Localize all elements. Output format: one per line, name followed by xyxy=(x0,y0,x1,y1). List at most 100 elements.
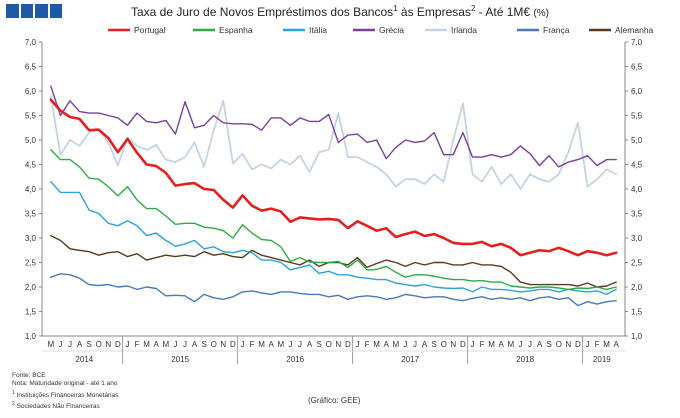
year-label: 2018 xyxy=(516,355,534,364)
x-tick-label: O xyxy=(96,340,102,349)
x-tick-label: O xyxy=(441,340,447,349)
title-main: Taxa de Juro de Novos Empréstimos dos Ba… xyxy=(131,5,394,19)
x-tick-label: S xyxy=(86,340,91,349)
gee-logo xyxy=(6,4,62,18)
x-tick-label: J xyxy=(183,340,187,349)
y-tick-label-right: 4,5 xyxy=(631,161,643,170)
title-footnote-2: 2 xyxy=(470,4,476,13)
logo-block xyxy=(20,4,33,18)
x-tick-label: J xyxy=(403,340,407,349)
y-tick-label-right: 3,0 xyxy=(631,234,643,243)
series-line-frança xyxy=(50,273,617,307)
series-line-espanha xyxy=(50,149,617,291)
y-tick-label-right: 5,5 xyxy=(631,112,643,121)
x-tick-label: M xyxy=(277,340,284,349)
footnotes: Fonte: BCE Nota: Maturidade original - a… xyxy=(12,372,118,412)
x-tick-label: J xyxy=(528,340,532,349)
y-tick-label-right: 1,5 xyxy=(631,308,643,317)
x-tick-label: M xyxy=(603,340,610,349)
x-tick-label: A xyxy=(499,340,505,349)
footnote-2-mark: 2 xyxy=(12,401,15,408)
footnote-source: Fonte: BCE xyxy=(12,372,46,379)
y-tick-label-left: 1,5 xyxy=(25,308,37,317)
chart-source: (Gráfico: GEE) xyxy=(308,396,361,405)
x-tick-label: A xyxy=(384,340,390,349)
x-tick-label: M xyxy=(488,340,495,349)
x-tick-label: N xyxy=(565,340,571,349)
series-line-irlanda xyxy=(49,95,618,190)
x-tick-label: A xyxy=(307,340,313,349)
series-line-grécia xyxy=(50,85,617,168)
x-tick-label: O xyxy=(556,340,562,349)
x-tick-label: D xyxy=(345,340,351,349)
y-tick-label-right: 3,5 xyxy=(631,210,643,219)
x-tick-label: M xyxy=(47,340,54,349)
y-tick-label-left: 6,5 xyxy=(25,63,37,72)
y-tick-label-left: 3,5 xyxy=(25,210,37,219)
y-tick-label-left: 3,0 xyxy=(25,234,37,243)
x-tick-label: F xyxy=(250,340,255,349)
footnote-1-text: Instituições Financeiras Monetárias xyxy=(16,391,119,399)
x-tick-label: A xyxy=(269,340,275,349)
x-tick-label: F xyxy=(480,340,485,349)
x-tick-label: A xyxy=(154,340,160,349)
legend-label: Alemanha xyxy=(615,25,654,35)
legend-label: França xyxy=(543,25,570,35)
logo-block xyxy=(6,4,19,18)
legend-label: Itália xyxy=(309,25,327,35)
y-tick-label-left: 2,5 xyxy=(25,259,37,268)
legend-label: Grécia xyxy=(379,25,404,35)
title-unit: (%) xyxy=(533,8,549,19)
x-tick-label: J xyxy=(173,340,177,349)
y-tick-label-right: 6,0 xyxy=(631,87,643,96)
x-tick-label: F xyxy=(135,340,140,349)
x-tick-label: A xyxy=(422,340,428,349)
x-tick-label: A xyxy=(537,340,543,349)
chart-title: Taxa de Juro de Novos Empréstimos dos Ba… xyxy=(0,4,680,19)
x-tick-label: N xyxy=(450,340,456,349)
x-tick-label: N xyxy=(220,340,226,349)
x-tick-label: N xyxy=(335,340,341,349)
legend-label: Irlanda xyxy=(451,25,477,35)
x-tick-label: M xyxy=(258,340,265,349)
x-tick-label: S xyxy=(546,340,551,349)
x-tick-label: M xyxy=(162,340,169,349)
title-tail: - Até 1M€ xyxy=(475,5,531,19)
x-tick-label: M xyxy=(392,340,399,349)
x-tick-label: S xyxy=(201,340,206,349)
x-tick-label: J xyxy=(288,340,292,349)
y-tick-label-right: 1,0 xyxy=(631,332,643,341)
y-tick-label-left: 1,0 xyxy=(25,332,37,341)
x-tick-label: A xyxy=(192,340,198,349)
x-tick-label: J xyxy=(585,340,589,349)
x-tick-label: M xyxy=(373,340,380,349)
y-tick-label-right: 2,0 xyxy=(631,283,643,292)
title-mid: às Empresas xyxy=(397,5,471,19)
x-tick-label: A xyxy=(614,340,620,349)
year-label: 2016 xyxy=(286,355,304,364)
title-footnote-1: 1 xyxy=(393,4,398,13)
y-tick-label-right: 7,0 xyxy=(631,38,643,47)
legend-label: Portugal xyxy=(134,25,166,35)
x-tick-label: J xyxy=(58,340,62,349)
y-tick-label-left: 5,5 xyxy=(25,112,37,121)
x-tick-label: D xyxy=(115,340,121,349)
year-label: 2014 xyxy=(75,355,93,364)
year-label: 2017 xyxy=(401,355,419,364)
x-tick-label: S xyxy=(431,340,436,349)
y-tick-label-right: 4,0 xyxy=(631,185,643,194)
x-tick-label: F xyxy=(595,340,600,349)
x-tick-label: S xyxy=(316,340,321,349)
x-tick-label: J xyxy=(355,340,359,349)
y-tick-label-left: 6,0 xyxy=(25,87,37,96)
logo-block xyxy=(35,4,48,18)
x-tick-label: D xyxy=(575,340,581,349)
y-tick-label-left: 7,0 xyxy=(25,38,37,47)
footnote-note: Nota: Maturidade original - até 1 ano xyxy=(12,380,118,388)
footnote-2: 2 Sociedades Não Financeiras xyxy=(12,400,118,411)
y-tick-label-right: 5,0 xyxy=(631,136,643,145)
x-tick-label: M xyxy=(143,340,150,349)
y-tick-label-right: 2,5 xyxy=(631,259,643,268)
year-label: 2019 xyxy=(593,355,611,364)
